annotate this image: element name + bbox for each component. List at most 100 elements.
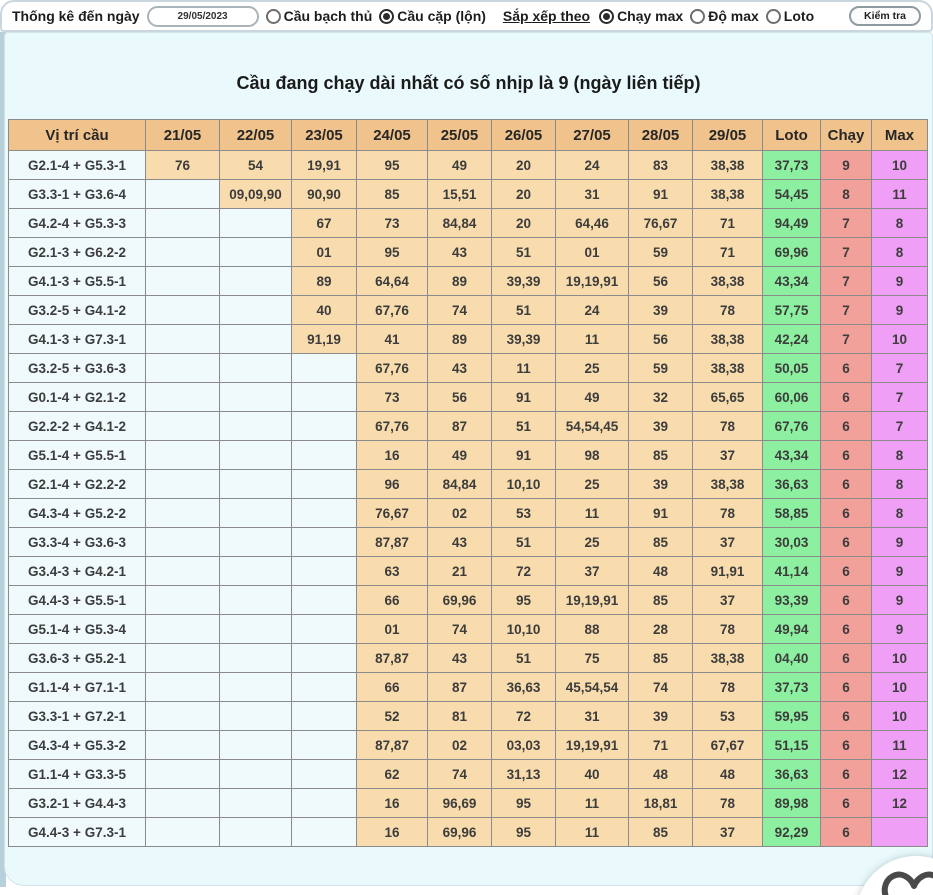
date-input[interactable] [146,5,259,27]
radio-do-max[interactable]: Độ max [690,8,759,24]
position-cell[interactable]: G1.1-4 + G3.3-5 [8,759,146,789]
position-cell[interactable]: G5.1-4 + G5.5-1 [8,440,146,470]
sort-by-label: Sắp xếp theo [502,8,591,24]
radio-cau-bach-thu[interactable]: Cầu bạch thủ [265,8,372,24]
date-value-cell [291,527,357,557]
position-cell[interactable]: G2.1-4 + G2.2-2 [8,469,146,499]
position-cell[interactable]: G4.1-3 + G7.3-1 [8,324,146,354]
position-cell[interactable]: G3.6-3 + G5.2-1 [8,643,146,673]
date-value-cell: 18,81 [628,788,693,818]
date-value-cell: 67,76 [356,411,428,441]
position-cell[interactable]: G4.1-3 + G5.5-1 [8,266,146,296]
table-row: G3.3-1 + G7.2-1 52 81 72 31 39 53 59,95 6 10 [8,701,928,731]
position-cell[interactable]: G4.2-4 + G5.3-3 [8,208,146,238]
date-value-cell: 89 [427,266,492,296]
date-value-cell: 10,10 [491,614,556,644]
date-value-cell: 65,65 [692,382,763,412]
position-cell[interactable]: G2.1-4 + G5.3-1 [8,150,146,180]
date-value-cell: 67,76 [356,295,428,325]
date-value-cell: 89 [427,324,492,354]
date-value-cell [219,440,292,470]
date-value-cell: 01 [555,237,629,267]
header-date: 24/05 [356,119,428,151]
date-value-cell [145,701,220,731]
table-header-row: Vị trí cầu 21/05 22/05 23/05 24/05 25/05… [8,119,928,151]
date-value-cell: 38,38 [692,179,763,209]
date-value-cell: 10,10 [491,469,556,499]
loto-cell: 49,94 [762,614,821,644]
header-date: 29/05 [692,119,763,151]
date-value-cell: 87,87 [356,730,428,760]
radio-cau-cap-lon[interactable]: Cầu cặp (lộn) [379,8,486,24]
header-date: 25/05 [427,119,492,151]
radio-icon[interactable] [265,8,281,24]
position-cell[interactable]: G3.4-3 + G4.2-1 [8,556,146,586]
position-cell[interactable]: G3.3-1 + G3.6-4 [8,179,146,209]
date-value-cell: 25 [555,527,629,557]
position-cell[interactable]: G2.1-3 + G6.2-2 [8,237,146,267]
date-value-cell [219,730,292,760]
header-date: 23/05 [291,119,357,151]
date-value-cell: 91 [628,179,693,209]
loto-cell: 43,34 [762,440,821,470]
date-value-cell: 01 [356,614,428,644]
radio-loto[interactable]: Loto [765,8,814,24]
date-value-cell: 95 [356,237,428,267]
position-cell[interactable]: G5.1-4 + G5.3-4 [8,614,146,644]
date-value-cell: 64,64 [356,266,428,296]
radio-icon[interactable] [765,8,781,24]
position-cell[interactable]: G4.4-3 + G7.3-1 [8,817,146,847]
date-value-cell [219,208,292,238]
date-value-cell: 76,67 [628,208,693,238]
stats-panel: Cầu đang chạy dài nhất có số nhịp là 9 (… [4,32,933,886]
loto-cell: 30,03 [762,527,821,557]
position-cell[interactable]: G4.3-4 + G5.2-2 [8,498,146,528]
check-button[interactable]: Kiểm tra [848,6,921,26]
radio-icon[interactable] [599,8,615,24]
date-value-cell: 51 [491,643,556,673]
date-value-cell: 25 [555,469,629,499]
table-row: G3.6-3 + G5.2-1 87,87 43 51 75 85 38,38 04,40 6 1… [8,643,928,673]
date-value-cell: 87 [427,411,492,441]
position-cell[interactable]: G3.2-1 + G4.4-3 [8,788,146,818]
radio-icon[interactable] [379,8,395,24]
loto-cell: 94,49 [762,208,821,238]
chay-cell: 6 [820,730,872,760]
position-cell[interactable]: G1.1-4 + G7.1-1 [8,672,146,702]
radio-chay-max[interactable]: Chạy max [599,8,683,24]
date-value-cell: 32 [628,382,693,412]
chay-cell: 6 [820,382,872,412]
date-value-cell: 38,38 [692,324,763,354]
radio-icon[interactable] [690,8,706,24]
date-value-cell: 49 [427,150,492,180]
position-cell[interactable]: G0.1-4 + G2.1-2 [8,382,146,412]
date-value-cell [145,556,220,586]
position-cell[interactable]: G4.4-3 + G5.5-1 [8,585,146,615]
date-value-cell: 85 [628,440,693,470]
date-value-cell [291,701,357,731]
date-value-cell: 83 [628,150,693,180]
max-cell: 10 [871,672,928,702]
position-cell[interactable]: G4.3-4 + G5.3-2 [8,730,146,760]
date-value-cell: 37 [692,440,763,470]
date-value-cell [219,411,292,441]
max-cell: 8 [871,469,928,499]
position-cell[interactable]: G3.2-5 + G3.6-3 [8,353,146,383]
date-value-cell: 56 [628,266,693,296]
position-cell[interactable]: G3.3-4 + G3.6-3 [8,527,146,557]
position-cell[interactable]: G3.3-1 + G7.2-1 [8,701,146,731]
date-value-cell: 43 [427,527,492,557]
date-value-cell [145,759,220,789]
date-value-cell [219,498,292,528]
date-value-cell: 21 [427,556,492,586]
date-value-cell: 19,19,91 [555,730,629,760]
date-value-cell: 11 [555,498,629,528]
stats-control-bar: Thống kê đến ngày Cầu bạch thủ Cầu cặp (… [0,0,933,32]
chay-cell: 6 [820,556,872,586]
date-value-cell: 48 [628,556,693,586]
position-cell[interactable]: G2.2-2 + G4.1-2 [8,411,146,441]
date-value-cell [145,179,220,209]
max-cell: 8 [871,208,928,238]
header-loto: Loto [762,119,821,151]
position-cell[interactable]: G3.2-5 + G4.1-2 [8,295,146,325]
